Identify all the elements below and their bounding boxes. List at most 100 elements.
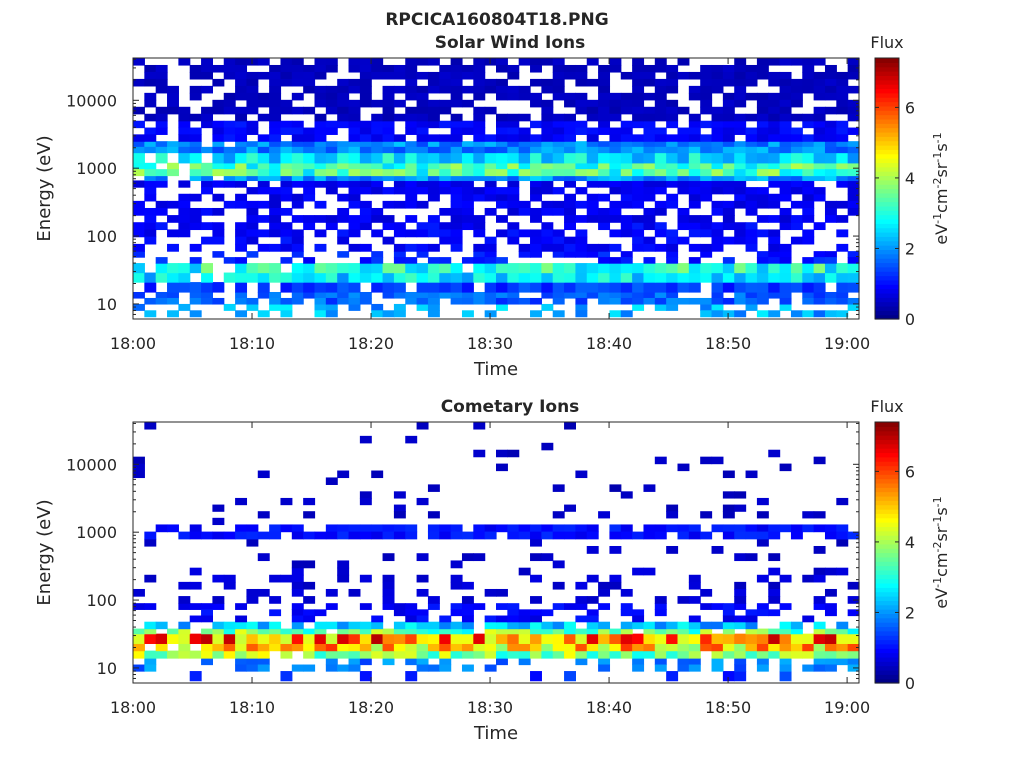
heatmap-cell [144,193,157,202]
heatmap-cell [257,621,270,630]
heatmap-cell [632,291,645,299]
colorbar-segment [875,232,899,237]
heatmap-cell [427,187,440,195]
heatmap-cell [133,180,145,188]
heatmap-cell [586,282,599,293]
heatmap-cell [473,141,486,148]
heatmap-cell [496,78,508,87]
heatmap-cell [518,251,531,258]
heatmap-cell [734,664,747,672]
heatmap-cell [325,477,338,485]
heatmap-cell [654,456,667,465]
heatmap-cell [507,229,520,238]
colorbar-segment [875,184,899,190]
heatmap-cell [484,524,497,533]
heatmap-cell [507,531,520,540]
heatmap-cell [790,643,803,652]
heatmap-cell [280,628,293,635]
heatmap-cell [133,643,145,652]
heatmap-cell [461,152,474,164]
heatmap-cell [427,146,440,154]
heatmap-cell [473,263,486,274]
heatmap-cell [257,658,270,666]
heatmap-cell [768,263,781,274]
heatmap-cell [212,531,225,540]
heatmap-cell [235,229,248,238]
heatmap-cell [779,463,792,472]
heatmap-cell [439,146,452,154]
heatmap-cell [779,243,792,252]
heatmap-cell [779,169,792,177]
heatmap-cell [144,236,157,245]
heatmap-cell [813,251,826,258]
heatmap-cell [201,291,213,299]
heatmap-cell [666,251,679,258]
heatmap-cell [847,99,860,108]
heatmap-cell [212,236,225,245]
heatmap-cell [201,628,213,635]
heatmap-cell [427,106,440,115]
heatmap-cell [575,236,588,245]
heatmap-cell [632,621,645,630]
heatmap-cell [269,222,282,231]
heatmap-cell [337,207,350,216]
heatmap-cells [133,58,860,318]
heatmap-cell [802,664,815,672]
heatmap-cell [643,272,656,283]
heatmap-cell [530,633,542,644]
heatmap-cell [496,85,508,94]
heatmap-cell [496,449,508,458]
heatmap-cell [564,113,576,122]
heatmap-cell [586,643,599,652]
heatmap-cell [201,297,213,305]
heatmap-cell [133,78,145,87]
heatmap-cell [291,251,304,258]
heatmap-cell [847,146,860,154]
heatmap-cell [382,222,395,231]
heatmap-cell [643,175,656,182]
heatmap-cell [609,215,622,223]
heatmap-cell [847,263,860,274]
heatmap-cell [711,187,724,195]
heatmap-cell [632,152,645,164]
heatmap-cell [337,633,350,644]
heatmap-cell [303,64,316,73]
heatmap-cell [303,146,316,154]
heatmap-cell [348,152,361,164]
colorbar-segment [875,297,899,303]
heatmap-cell [325,633,338,644]
heatmap-cell [586,127,599,135]
heatmap-cell [598,658,611,666]
heatmap-cell [269,633,282,644]
heatmap-cell [405,146,418,154]
heatmap-cell [756,141,769,148]
heatmap-cell [393,643,406,652]
heatmap-cell [632,658,645,666]
colorbar-segment [875,71,899,76]
heatmap-cell [461,193,474,202]
heatmap-cell [144,99,157,108]
heatmap-cell [654,297,667,305]
heatmap-cell [427,621,440,630]
heatmap-cell [768,58,781,66]
heatmap-cell [745,169,758,177]
heatmap-cell [802,175,815,182]
heatmap-cell [325,152,338,164]
heatmap-cell [552,141,565,148]
heatmap-cell [700,180,713,188]
heatmap-cell [133,588,145,597]
heatmap-cell [450,127,463,135]
heatmap-cell [756,113,769,122]
heatmap-cell [303,263,316,274]
heatmap-cell [654,633,667,644]
colorbar-segment [875,543,899,549]
heatmap-cell [473,650,486,659]
heatmap-cell [552,643,565,652]
heatmap-cell [666,134,679,142]
heatmap-cell [269,127,282,135]
heatmap-cell [189,175,202,182]
heatmap-cell [643,180,656,188]
heatmap-cell [337,291,350,299]
heatmap-cell [303,85,316,94]
heatmap-cell [359,215,372,223]
